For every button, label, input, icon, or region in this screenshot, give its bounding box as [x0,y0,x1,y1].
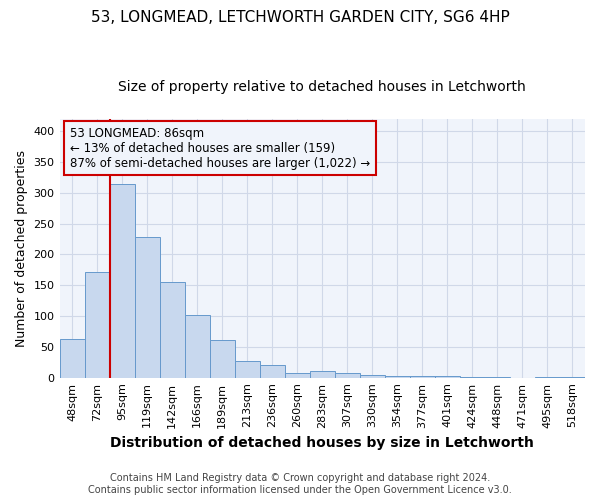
Text: 53, LONGMEAD, LETCHWORTH GARDEN CITY, SG6 4HP: 53, LONGMEAD, LETCHWORTH GARDEN CITY, SG… [91,10,509,25]
Bar [360,374,385,378]
Bar [185,315,209,378]
Bar [335,374,360,378]
Bar [285,372,310,378]
Bar [235,361,260,378]
Bar [485,377,510,378]
Bar [260,364,285,378]
Bar [209,340,235,378]
Bar [435,376,460,378]
Bar [385,376,410,378]
X-axis label: Distribution of detached houses by size in Letchworth: Distribution of detached houses by size … [110,436,534,450]
Title: Size of property relative to detached houses in Letchworth: Size of property relative to detached ho… [118,80,526,94]
Bar [535,377,560,378]
Y-axis label: Number of detached properties: Number of detached properties [15,150,28,346]
Bar [160,282,185,378]
Bar [59,339,85,378]
Bar [410,376,435,378]
Bar [460,377,485,378]
Text: Contains HM Land Registry data © Crown copyright and database right 2024.
Contai: Contains HM Land Registry data © Crown c… [88,474,512,495]
Bar [310,371,335,378]
Bar [560,377,585,378]
Bar [110,184,134,378]
Text: 53 LONGMEAD: 86sqm
← 13% of detached houses are smaller (159)
87% of semi-detach: 53 LONGMEAD: 86sqm ← 13% of detached hou… [70,126,370,170]
Bar [85,272,110,378]
Bar [134,236,160,378]
